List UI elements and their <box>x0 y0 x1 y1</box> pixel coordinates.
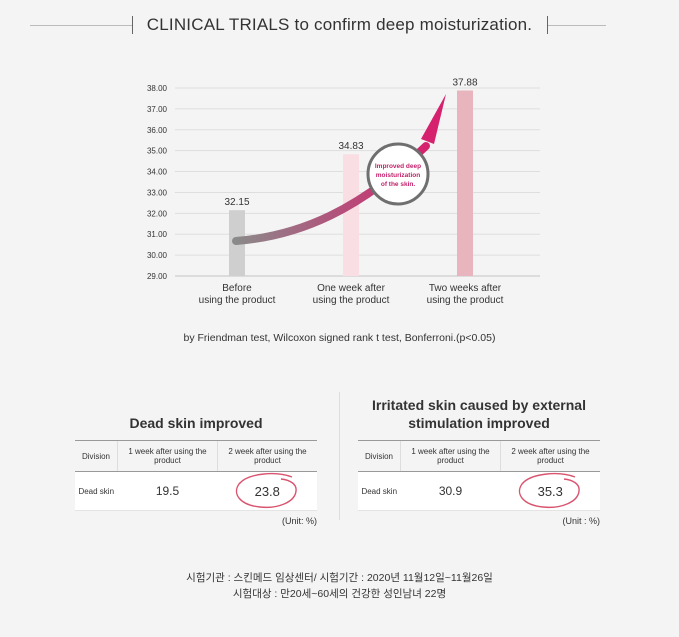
table-row: Dead skin 19.5 23.8 <box>75 471 317 511</box>
annotation-text: moisturization <box>376 172 420 179</box>
week2-value: 23.8 <box>254 483 280 499</box>
week2-value-cell: 35.3 <box>500 471 600 511</box>
y-tick-label: 36.00 <box>147 126 168 135</box>
dead-skin-table-title: Dead skin improved <box>129 415 263 431</box>
header-week2: 2 week after using the product <box>500 440 600 472</box>
header-division: Division <box>358 440 401 472</box>
header-week2: 2 week after using the product <box>217 440 317 472</box>
header-tick-left <box>132 16 133 34</box>
dead-skin-table-block: Dead skin improved Division 1 week after… <box>75 392 317 526</box>
table-header-row: Division 1 week after using the product … <box>358 440 600 472</box>
trend-arrow-head <box>421 94 446 144</box>
y-tick-label: 38.00 <box>147 84 168 93</box>
trial-info-line2: 시험대상 : 만20세~60세의 건강한 성인남녀 22명 <box>232 588 447 600</box>
trial-info-footer: 시험기관 : 스킨메드 임상센터/ 시험기간 : 2020년 11월12일~11… <box>0 570 679 602</box>
page-header: CLINICAL TRIALS to confirm deep moisturi… <box>0 12 679 42</box>
bar <box>457 90 473 276</box>
x-category-label: using the product <box>199 295 276 306</box>
header-rule-right <box>548 25 606 26</box>
irritated-skin-table: Division 1 week after using the product … <box>358 440 600 511</box>
moisture-bar-chart: 29.00 30.00 31.00 32.00 33.00 34.00 35.00 36.00… <box>147 78 540 306</box>
y-tick-label: 35.00 <box>147 147 168 156</box>
header-rule-left <box>30 25 132 26</box>
y-tick-label: 37.00 <box>147 105 168 114</box>
highlight-circle-icon <box>519 472 580 509</box>
header-week1: 1 week after using the product <box>117 440 218 472</box>
bar-value-label: 34.83 <box>338 141 363 152</box>
irritated-skin-table-title: Irritated skin caused by external stimul… <box>372 397 586 431</box>
unit-label: (Unit: %) <box>281 516 317 526</box>
y-tick-label: 33.00 <box>147 188 168 197</box>
week2-value-cell: 23.8 <box>217 471 317 511</box>
header-week1: 1 week after using the product <box>400 440 501 472</box>
x-category-label: Two weeks after <box>429 283 502 294</box>
table-header-row: Division 1 week after using the product … <box>75 440 317 472</box>
week2-value: 35.3 <box>537 483 563 499</box>
unit-label: (Unit : %) <box>562 516 600 526</box>
header-division: Division <box>75 440 118 472</box>
annotation-text: Improved deep <box>375 163 421 170</box>
week1-value: 30.9 <box>400 471 501 511</box>
y-tick-label: 34.00 <box>147 168 168 177</box>
x-category-label: One week after <box>317 283 385 294</box>
bar-value-label: 32.15 <box>224 197 249 208</box>
irritated-skin-table-block: Irritated skin caused by external stimul… <box>358 392 600 526</box>
dead-skin-table: Division 1 week after using the product … <box>75 440 317 511</box>
annotation-circle <box>366 142 430 206</box>
row-label: Dead skin <box>358 471 401 511</box>
y-tick-label: 30.00 <box>147 251 168 260</box>
bar <box>343 154 359 276</box>
table-divider <box>339 392 340 520</box>
table-row: Dead skin 30.9 35.3 <box>358 471 600 511</box>
x-category-label: using the product <box>313 295 390 306</box>
page-title: CLINICAL TRIALS to confirm deep moisturi… <box>146 15 533 34</box>
bar-value-label: 37.88 <box>452 78 477 89</box>
y-tick-label: 29.00 <box>147 272 168 281</box>
annotation-text: of the skin. <box>381 181 416 188</box>
trial-info-line1: 시험기관 : 스킨메드 임상센터/ 시험기간 : 2020년 11월12일~11… <box>186 572 493 584</box>
row-label: Dead skin <box>75 471 118 511</box>
y-tick-label: 32.00 <box>147 209 168 218</box>
header-tick-right <box>547 16 548 34</box>
x-category-label: using the product <box>427 295 504 306</box>
statistical-test-note: by Friendman test, Wilcoxon signed rank … <box>183 332 496 344</box>
x-category-label: Before <box>222 283 252 294</box>
highlight-circle-icon <box>236 472 297 509</box>
y-tick-label: 31.00 <box>147 230 168 239</box>
week1-value: 19.5 <box>117 471 218 511</box>
